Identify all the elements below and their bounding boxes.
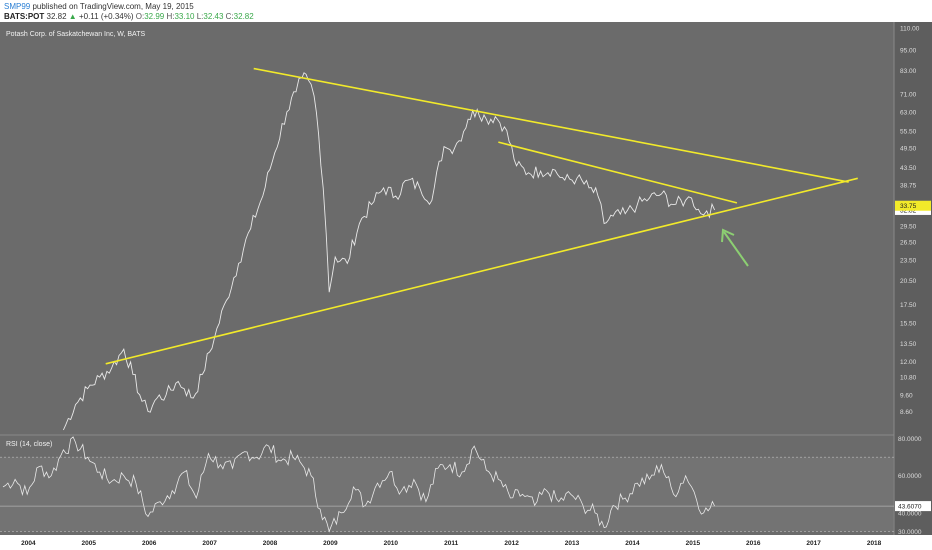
arrow-head (721, 228, 735, 243)
rsi-axis-ticks: 80.0000 60.0000 40.0000 30.0000 43.6070 (0, 436, 931, 536)
chart-header: SMP99 published on TradingView.com, May … (0, 0, 932, 22)
publish-line: SMP99 published on TradingView.com, May … (4, 2, 194, 11)
price-tick-18: 10.80 (900, 375, 917, 382)
rsi-bands (0, 456, 894, 532)
year-tick-2013: 2013 (565, 540, 580, 547)
inner-resistance-trendline (498, 141, 738, 204)
rsi-tick-0: 80.0000 (898, 436, 922, 443)
price-tick-15: 15.50 (900, 320, 917, 327)
price-tick-13: 20.50 (900, 278, 917, 285)
price-tick-6: 49.50 (900, 146, 917, 153)
rsi-tick-2: 40.0000 (898, 510, 922, 517)
price-tick-4: 63.00 (900, 109, 917, 116)
open-label: O: (135, 12, 145, 21)
price-tick-14: 17.50 (900, 302, 917, 309)
rsi-tick-3: 30.0000 (898, 529, 922, 536)
chart-title: Potash Corp. of Saskatchewan Inc, W, BAT… (6, 31, 145, 38)
rsi-plot (2, 436, 715, 533)
year-tick-2009: 2009 (323, 540, 338, 547)
year-tick-2014: 2014 (625, 540, 640, 547)
high-value: 33.10 (174, 12, 195, 21)
quote-line: BATS:POT 32.82 ▲ +0.11 (+0.34%) O:32.99 … (4, 12, 254, 21)
price-tick-20: 8.60 (900, 409, 913, 416)
rsi-tick-1: 60.0000 (898, 473, 922, 480)
time-axis[interactable] (0, 535, 932, 550)
year-tick-2015: 2015 (686, 540, 701, 547)
published-text: published on TradingView.com, May 19, 20… (32, 2, 194, 11)
symbol-label: BATS:POT (4, 12, 45, 21)
year-tick-2006: 2006 (142, 540, 157, 547)
year-tick-2012: 2012 (504, 540, 519, 547)
year-tick-2011: 2011 (444, 540, 458, 547)
low-label: L: (196, 12, 204, 21)
year-tick-2017: 2017 (806, 540, 821, 547)
year-tick-2008: 2008 (263, 540, 278, 547)
price-tick-1: 95.00 (900, 48, 917, 55)
price-tick-16: 13.50 (900, 341, 917, 348)
price-plot (62, 72, 716, 431)
rsi-last-label: 43.6070 (898, 504, 922, 511)
low-value: 32.43 (203, 12, 224, 21)
chart-canvas[interactable]: Potash Corp. of Saskatchewan Inc, W, BAT… (0, 22, 932, 550)
author-link[interactable]: SMP99 (4, 2, 31, 11)
trend-price-label: 33.75 (900, 203, 917, 210)
year-tick-2018: 2018 (867, 540, 882, 547)
price-change: +0.11 (+0.34%) (78, 12, 134, 21)
year-tick-2005: 2005 (82, 540, 97, 547)
year-tick-2007: 2007 (202, 540, 217, 547)
rsi-series-line (2, 436, 715, 533)
price-tick-8: 38.75 (900, 182, 917, 189)
close-value: 32.82 (233, 12, 254, 21)
price-pane[interactable] (0, 22, 894, 435)
price-tick-2: 83.00 (900, 68, 917, 75)
price-axis-ticks: 110.00 95.00 83.00 71.00 63.00 55.50 49.50 43.5… (895, 26, 931, 416)
price-tick-12: 23.50 (900, 258, 917, 265)
price-tick-0: 110.00 (900, 26, 920, 33)
resistance-trendline (253, 67, 849, 183)
price-tick-7: 43.50 (900, 165, 917, 172)
last-price: 32.82 (46, 12, 67, 21)
year-tick-2010: 2010 (384, 540, 399, 547)
change-up-icon: ▲ (68, 12, 77, 21)
support-trendline (105, 177, 858, 365)
trend-price-tag (895, 200, 931, 211)
price-tick-17: 12.00 (900, 359, 917, 366)
close-label: C: (225, 12, 234, 21)
rsi-title: RSI (14, close) (6, 441, 52, 448)
price-tick-5: 55.50 (900, 128, 917, 135)
rsi-last-tag (895, 501, 931, 512)
time-axis-ticks: 2004 2005 2006 2007 2008 2009 2010 2011 2012 2013… (21, 540, 882, 547)
price-axis[interactable] (894, 22, 932, 535)
open-value: 32.99 (144, 12, 165, 21)
trendlines (105, 67, 858, 365)
last-price-label: 32.82 (900, 207, 917, 214)
high-label: H: (166, 12, 175, 21)
rsi-band-fill (0, 457, 894, 532)
arrow-shaft (723, 231, 749, 267)
price-tick-19: 9.60 (900, 392, 913, 399)
price-tick-11: 26.50 (900, 240, 917, 247)
breakout-arrow-icon (721, 228, 749, 267)
price-series-line (62, 72, 716, 431)
price-tick-10: 29.50 (900, 223, 917, 230)
year-tick-2016: 2016 (746, 540, 761, 547)
year-tick-2004: 2004 (21, 540, 36, 547)
price-tick-3: 71.00 (900, 91, 917, 98)
